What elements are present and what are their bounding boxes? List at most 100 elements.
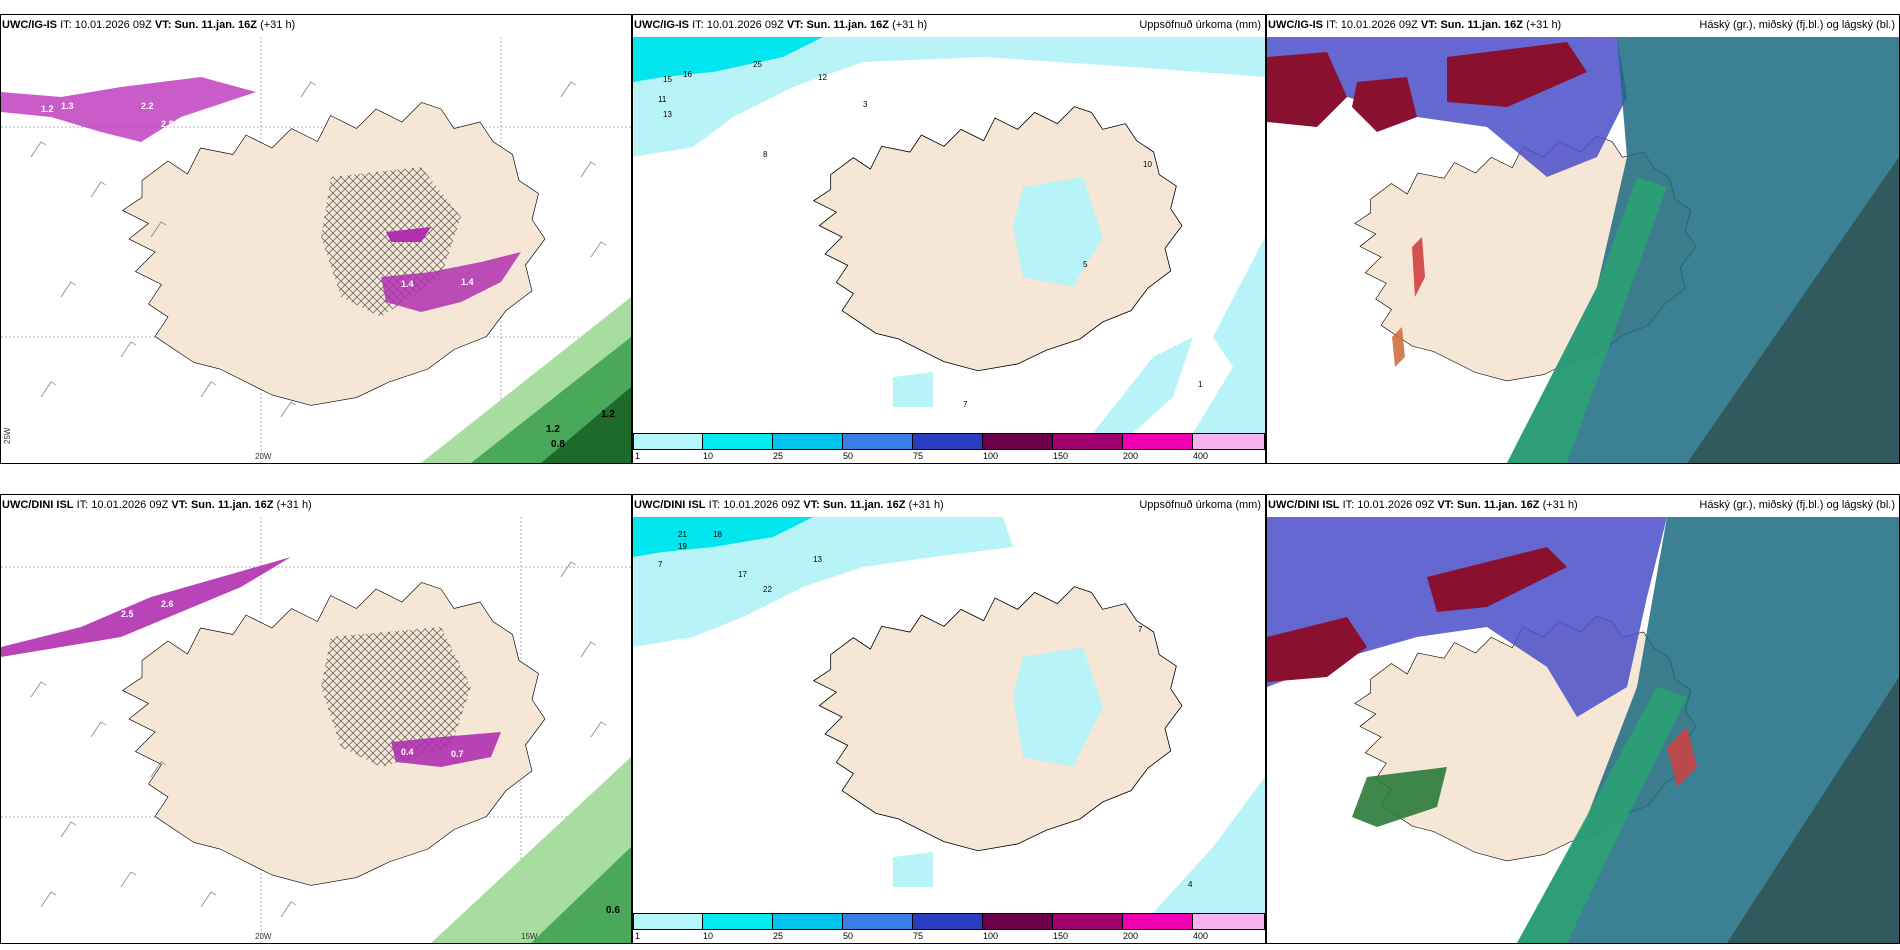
model-name: UWC/IG-IS xyxy=(2,19,57,31)
it-label: IT: xyxy=(692,19,704,31)
value-label: 10 xyxy=(1143,160,1152,169)
panel-title: Háský (gr.), miðský (fj.bl.) og lágský (… xyxy=(1699,19,1895,31)
colorbar-swatch xyxy=(983,433,1053,450)
panel-bottom-middle: UWC/DINI ISL IT: 10.01.2026 09Z VT: Sun.… xyxy=(632,494,1266,944)
value-label: 16 xyxy=(683,70,692,79)
value-label: 0.6 xyxy=(606,905,620,916)
colorbar-swatch xyxy=(843,433,913,450)
valid-time: Sun. 11.jan. 16Z xyxy=(174,19,257,31)
map-area xyxy=(1267,37,1899,463)
colorbar-label: 1 xyxy=(635,451,641,461)
colorbar-label: 100 xyxy=(983,931,999,941)
valid-time: Sun. 11.jan. 16Z xyxy=(822,499,906,511)
value-label: 1.4 xyxy=(401,279,414,289)
value-label: 18 xyxy=(713,530,722,539)
map-area: 1.2 1.3 2.2 2.8 1.4 1.4 1.2 0.8 1.2 xyxy=(1,37,631,463)
it-label: IT: xyxy=(76,499,89,511)
colorbar-swatch xyxy=(843,913,913,930)
colorbar-label: 10 xyxy=(703,451,714,461)
vt-label: VT: xyxy=(154,19,172,31)
value-label: 13 xyxy=(813,555,822,564)
colorbar-label: 50 xyxy=(843,451,854,461)
lon-15-label: 15W xyxy=(521,932,538,941)
colorbar-swatch xyxy=(633,913,703,930)
colorbar-swatch xyxy=(1053,913,1123,930)
value-label: 12 xyxy=(818,73,827,82)
value-label: 2.5 xyxy=(121,609,134,619)
colorbar-label: 25 xyxy=(773,451,784,461)
map-area: 2.5 2.6 0.4 0.7 0.6 xyxy=(1,517,631,943)
panel-bottom-left: UWC/DINI ISL IT: 10.01.2026 09Z VT: Sun.… xyxy=(0,494,632,944)
valid-time: Sun. 11.jan. 16Z xyxy=(1456,499,1540,511)
value-label: 1.4 xyxy=(461,277,474,287)
value-label: 1.2 xyxy=(41,104,54,114)
value-label: 7 xyxy=(658,560,663,569)
vt-label: VT: xyxy=(171,499,188,511)
panel-bottom-right: UWC/DINI ISL IT: 10.01.2026 09Z VT: Sun.… xyxy=(1266,494,1900,944)
valid-time: Sun. 11.jan. 16Z xyxy=(190,499,274,511)
value-label: 2.6 xyxy=(161,599,174,609)
colorbar-swatch xyxy=(913,433,983,450)
value-label: 0.8 xyxy=(551,439,565,450)
colorbar-label: 400 xyxy=(1193,931,1209,941)
panel-top-left: UWC/IG-IS IT: 10.01.2026 09Z VT: Sun. 11… xyxy=(0,14,632,464)
lat-label: 25W xyxy=(3,427,12,444)
value-label: 1.3 xyxy=(61,101,74,111)
colorbar-label: 400 xyxy=(1193,451,1209,461)
map-area: 21 18 19 7 17 22 13 7 4 xyxy=(633,517,1265,913)
colorbar-swatch xyxy=(1123,433,1193,450)
colorbar: 1 10 25 50 75 100 150 200 400 xyxy=(633,913,1265,943)
colorbar-label: 10 xyxy=(703,931,714,941)
panel-header: UWC/IG-IS IT: 10.01.2026 09Z VT: Sun. 11… xyxy=(1268,17,1895,33)
value-label: 3 xyxy=(863,100,868,109)
colorbar-label: 200 xyxy=(1123,931,1139,941)
it-label: IT: xyxy=(60,19,72,31)
colorbar-swatch xyxy=(703,913,773,930)
vt-label: VT: xyxy=(1437,499,1454,511)
lead-time: (+31 h) xyxy=(908,499,944,511)
colorbar-label: 1 xyxy=(635,931,641,941)
it-label: IT: xyxy=(1326,19,1338,31)
colorbar-swatch xyxy=(1053,433,1123,450)
init-time: 10.01.2026 09Z xyxy=(1357,499,1435,511)
value-label: 19 xyxy=(678,542,687,551)
it-label: IT: xyxy=(708,499,721,511)
colorbar-label: 75 xyxy=(913,931,924,941)
value-label: 8 xyxy=(763,150,768,159)
panel-header: UWC/DINI ISL IT: 10.01.2026 09Z VT: Sun.… xyxy=(634,497,1261,513)
value-label: 2.8 xyxy=(161,119,174,129)
map-area xyxy=(1267,517,1899,943)
value-label: 21 xyxy=(678,530,687,539)
model-name: UWC/DINI ISL xyxy=(2,499,74,511)
panel-title: Háský (gr.), miðský (fj.bl.) og lágský (… xyxy=(1699,499,1895,511)
value-label: 22 xyxy=(763,585,772,594)
colorbar-label: 150 xyxy=(1053,931,1069,941)
vt-label: VT: xyxy=(803,499,820,511)
valid-time: Sun. 11.jan. 16Z xyxy=(806,19,889,31)
lead-time: (+31 h) xyxy=(1526,19,1562,31)
colorbar-label: 150 xyxy=(1053,451,1069,461)
value-label: 2.2 xyxy=(141,101,154,111)
value-label: 4 xyxy=(1188,880,1193,889)
value-label: 7 xyxy=(1138,625,1143,634)
value-label: 1.2 xyxy=(546,424,560,435)
value-label: 0.4 xyxy=(401,747,414,757)
init-time: 10.01.2026 09Z xyxy=(74,19,152,31)
model-name: UWC/IG-IS xyxy=(1268,19,1323,31)
lead-time: (+31 h) xyxy=(276,499,312,511)
vt-label: VT: xyxy=(1420,19,1438,31)
colorbar-swatch xyxy=(773,433,843,450)
colorbar: 1 10 25 50 75 100 150 200 400 xyxy=(633,433,1265,463)
colorbar-label: 75 xyxy=(913,451,924,461)
lon-20-label: 20W xyxy=(255,452,272,461)
colorbar-swatch xyxy=(703,433,773,450)
init-time: 10.01.2026 09Z xyxy=(706,19,784,31)
lead-time: (+31 h) xyxy=(260,19,296,31)
panel-header: UWC/DINI ISL IT: 10.01.2026 09Z VT: Sun.… xyxy=(2,497,627,513)
valid-time: Sun. 11.jan. 16Z xyxy=(1440,19,1523,31)
init-time: 10.01.2026 09Z xyxy=(723,499,801,511)
panel-header: UWC/IG-IS IT: 10.01.2026 09Z VT: Sun. 11… xyxy=(2,17,627,33)
lon-20-label: 20W xyxy=(255,932,272,941)
panel-header: UWC/DINI ISL IT: 10.01.2026 09Z VT: Sun.… xyxy=(1268,497,1895,513)
value-label: 25 xyxy=(753,60,762,69)
